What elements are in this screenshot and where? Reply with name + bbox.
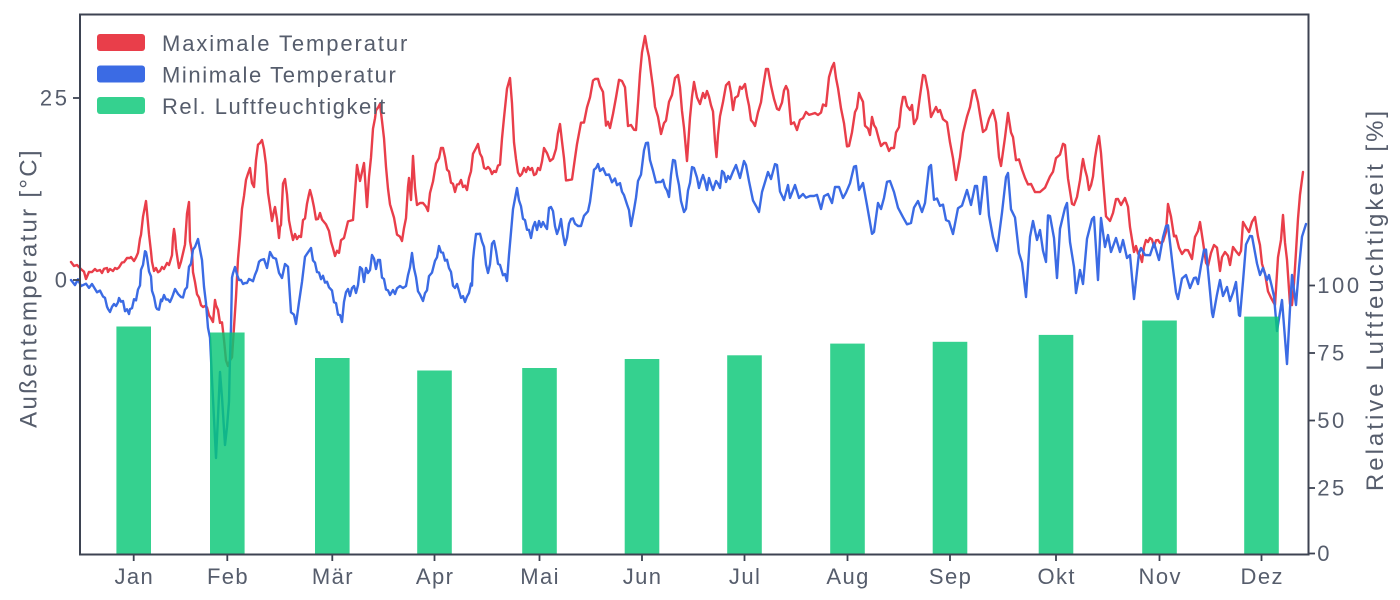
svg-text:75: 75 xyxy=(1317,341,1347,366)
svg-text:Maximale Temperatur: Maximale Temperatur xyxy=(162,31,409,56)
svg-text:Dez: Dez xyxy=(1241,564,1284,589)
svg-text:Jul: Jul xyxy=(729,564,761,589)
svg-text:Feb: Feb xyxy=(207,564,249,589)
svg-text:Apr: Apr xyxy=(416,564,454,589)
svg-text:100: 100 xyxy=(1317,273,1362,298)
svg-text:Rel. Luftfeuchtigkeit: Rel. Luftfeuchtigkeit xyxy=(162,94,387,119)
svg-text:25: 25 xyxy=(40,85,70,110)
svg-text:Minimale Temperatur: Minimale Temperatur xyxy=(162,63,397,88)
svg-text:Jun: Jun xyxy=(623,564,663,589)
svg-text:Relative Luftfeuchtigkeit [%]: Relative Luftfeuchtigkeit [%] xyxy=(1362,108,1389,491)
svg-text:Mai: Mai xyxy=(520,564,560,589)
svg-text:Außentemperatur [°C]: Außentemperatur [°C] xyxy=(16,148,43,428)
svg-text:Sep: Sep xyxy=(929,564,972,589)
svg-text:Nov: Nov xyxy=(1139,564,1182,589)
svg-text:25: 25 xyxy=(1317,476,1347,501)
svg-text:Aug: Aug xyxy=(826,564,869,589)
svg-text:Jan: Jan xyxy=(114,564,154,589)
svg-text:50: 50 xyxy=(1317,408,1347,433)
svg-text:Mär: Mär xyxy=(312,564,354,589)
svg-text:0: 0 xyxy=(1317,541,1332,566)
svg-text:0: 0 xyxy=(55,267,70,292)
svg-text:Okt: Okt xyxy=(1037,564,1075,589)
